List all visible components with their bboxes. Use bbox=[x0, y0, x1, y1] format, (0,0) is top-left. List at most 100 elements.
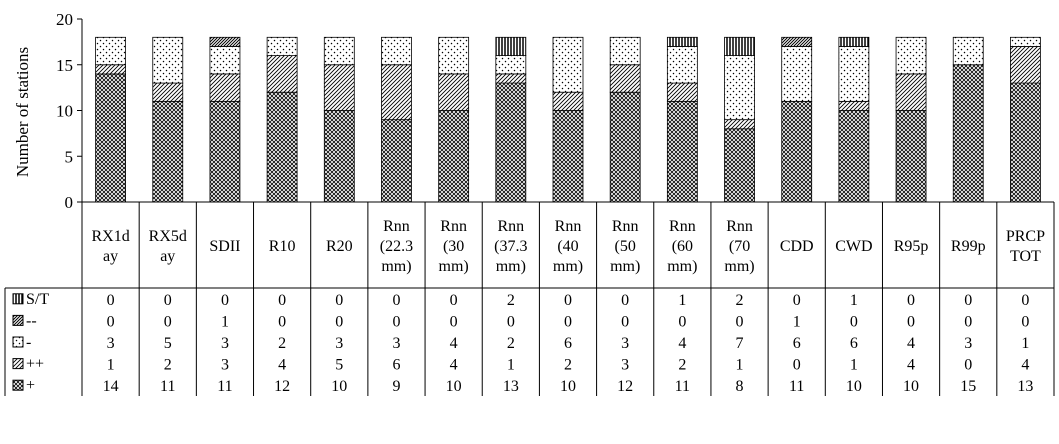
bar-segment bbox=[323, 36, 355, 66]
bar-segment bbox=[95, 73, 126, 203]
legend-label: ++ bbox=[26, 356, 44, 373]
category-label: mm) bbox=[553, 258, 583, 275]
table-value: 0 bbox=[736, 313, 744, 330]
bar-segment bbox=[95, 64, 126, 75]
table-value: 4 bbox=[678, 335, 686, 352]
table-value: 6 bbox=[392, 357, 400, 374]
category-label: (50 bbox=[615, 238, 636, 255]
legend-label: -- bbox=[26, 312, 37, 329]
table-value: 0 bbox=[164, 292, 172, 309]
bar-segment bbox=[495, 73, 527, 84]
table-value: 0 bbox=[450, 292, 458, 309]
table-value: 1 bbox=[221, 313, 229, 330]
bar-segment bbox=[209, 46, 241, 75]
category-label: ay bbox=[103, 248, 118, 265]
table-value: 0 bbox=[107, 313, 115, 330]
table-value: 3 bbox=[621, 335, 629, 352]
table-value: 0 bbox=[392, 313, 400, 330]
table-value: 13 bbox=[1017, 378, 1033, 395]
bar-segment bbox=[666, 82, 698, 102]
bar-segment bbox=[552, 36, 584, 93]
table-value: 0 bbox=[564, 313, 572, 330]
table-value: 2 bbox=[278, 335, 286, 352]
table-value: 0 bbox=[1021, 292, 1029, 309]
table-value: 0 bbox=[793, 357, 801, 374]
table-value: 2 bbox=[736, 292, 744, 309]
bar-segment bbox=[781, 36, 813, 47]
bars bbox=[95, 36, 1041, 203]
legend-swatch bbox=[12, 379, 24, 391]
table-value: 0 bbox=[564, 292, 572, 309]
table-value: 4 bbox=[450, 357, 458, 374]
bar-segment bbox=[666, 46, 698, 84]
category-label: R10 bbox=[269, 238, 296, 255]
legend-swatch bbox=[12, 358, 24, 370]
table-value: 6 bbox=[793, 335, 801, 352]
table-value: 0 bbox=[507, 313, 515, 330]
table-value: 4 bbox=[907, 357, 915, 374]
category-label: Rnn bbox=[497, 218, 524, 235]
table-value: 2 bbox=[164, 357, 172, 374]
table-value: 0 bbox=[1021, 313, 1029, 330]
table-value: 11 bbox=[217, 378, 232, 395]
bar-segment bbox=[895, 36, 927, 75]
table-value: 2 bbox=[564, 357, 572, 374]
category-label: mm) bbox=[496, 258, 526, 275]
bar-segment bbox=[781, 100, 813, 203]
category-label: TOT bbox=[1010, 248, 1041, 265]
table-value: 2 bbox=[507, 292, 515, 309]
bar-segment bbox=[724, 55, 755, 121]
table-value: 3 bbox=[392, 335, 400, 352]
category-label: (37.3 bbox=[494, 238, 527, 255]
bar-segment bbox=[495, 55, 527, 75]
category-label: SDII bbox=[209, 238, 240, 255]
bar-segment bbox=[838, 110, 870, 203]
table-value: 11 bbox=[160, 378, 175, 395]
table-value: 4 bbox=[907, 335, 915, 352]
table-value: 0 bbox=[278, 292, 286, 309]
category-label: (40 bbox=[557, 238, 578, 255]
category-label: mm) bbox=[610, 258, 640, 275]
table-value: 3 bbox=[621, 357, 629, 374]
bar-segment bbox=[381, 64, 412, 121]
table-value: 10 bbox=[903, 378, 919, 395]
table-value: 9 bbox=[392, 378, 400, 395]
table-value: 0 bbox=[221, 292, 229, 309]
table-value: 1 bbox=[507, 357, 515, 374]
category-label: mm) bbox=[724, 258, 754, 275]
category-label: mm) bbox=[381, 258, 411, 275]
table-value: 3 bbox=[221, 357, 229, 374]
table-value: 0 bbox=[450, 313, 458, 330]
table-value: 0 bbox=[335, 313, 343, 330]
bar-segment bbox=[495, 36, 527, 56]
table-value: 1 bbox=[793, 313, 801, 330]
bar-segment bbox=[609, 91, 641, 203]
table-value: 6 bbox=[564, 335, 572, 352]
y-tick-label: 15 bbox=[56, 56, 73, 75]
table-value: 3 bbox=[335, 335, 343, 352]
table-value: 0 bbox=[335, 292, 343, 309]
bar-segment bbox=[724, 119, 755, 130]
table-value: 0 bbox=[964, 313, 972, 330]
table-value: 11 bbox=[789, 378, 804, 395]
legend-swatch bbox=[12, 293, 24, 305]
table-value: 6 bbox=[850, 335, 858, 352]
table-value: 0 bbox=[278, 313, 286, 330]
bar-segment bbox=[266, 91, 298, 203]
table-value: 7 bbox=[736, 335, 744, 352]
bar-segment bbox=[552, 91, 584, 111]
bar-segment bbox=[838, 100, 870, 111]
y-tick-label: 5 bbox=[65, 147, 74, 166]
table-value: 5 bbox=[335, 357, 343, 374]
table-value: 4 bbox=[450, 335, 458, 352]
y-axis-label: Number of stations bbox=[13, 47, 32, 177]
table-value: 13 bbox=[503, 378, 519, 395]
category-label: Rnn bbox=[440, 218, 467, 235]
y-tick-label: 20 bbox=[56, 10, 73, 29]
category-label: Rnn bbox=[383, 218, 410, 235]
bar-segment bbox=[266, 55, 298, 93]
bar-segment bbox=[666, 36, 698, 47]
bar-segment bbox=[266, 36, 298, 56]
bar-segment bbox=[952, 64, 984, 203]
